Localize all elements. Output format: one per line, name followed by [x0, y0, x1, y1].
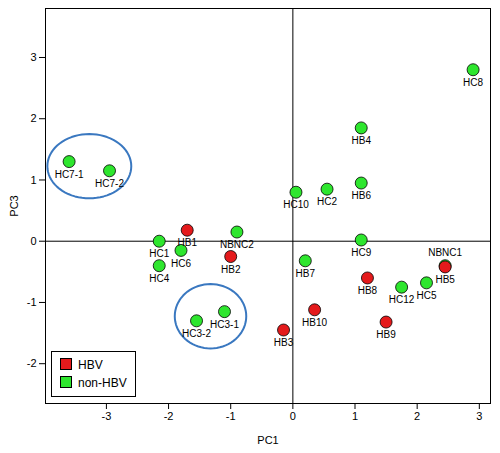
svg-text:HC4: HC4: [149, 273, 169, 284]
svg-text:HB8: HB8: [358, 285, 378, 296]
svg-text:HC3-2: HC3-2: [182, 328, 211, 339]
svg-text:1: 1: [352, 410, 358, 422]
svg-text:HC7-2: HC7-2: [95, 178, 124, 189]
svg-text:3: 3: [476, 410, 482, 422]
svg-text:PC1: PC1: [257, 434, 278, 446]
svg-text:1: 1: [30, 173, 36, 185]
svg-text:HB5: HB5: [435, 274, 455, 285]
svg-text:-2: -2: [27, 357, 37, 369]
svg-text:NBNC2: NBNC2: [220, 239, 254, 250]
svg-text:HC8: HC8: [463, 77, 483, 88]
svg-text:-1: -1: [226, 410, 236, 422]
svg-text:HC6: HC6: [171, 258, 191, 269]
svg-text:HB10: HB10: [302, 317, 327, 328]
svg-text:HC2: HC2: [317, 196, 337, 207]
svg-text:NBNC1: NBNC1: [428, 247, 462, 258]
svg-text:2: 2: [414, 410, 420, 422]
svg-text:HB9: HB9: [376, 329, 396, 340]
svg-text:HC3-1: HC3-1: [210, 319, 239, 330]
html-text:non-HBV: non-HBV: [78, 376, 127, 390]
svg-text:-3: -3: [102, 410, 112, 422]
svg-text:HB7: HB7: [296, 268, 316, 279]
svg-text:HC7-1: HC7-1: [55, 169, 84, 180]
svg-text:PC3: PC3: [8, 195, 20, 216]
svg-text:0: 0: [30, 235, 36, 247]
svg-text:HB3: HB3: [274, 337, 294, 348]
svg-text:3: 3: [30, 51, 36, 63]
svg-text:HC1: HC1: [149, 248, 169, 259]
svg-text:HB2: HB2: [221, 264, 241, 275]
svg-text:HC12: HC12: [389, 294, 415, 305]
svg-text:HC9: HC9: [351, 247, 371, 258]
svg-text:HB6: HB6: [351, 190, 371, 201]
svg-text:0: 0: [290, 410, 296, 422]
svg-text:HC5: HC5: [416, 290, 436, 301]
svg-text:HB1: HB1: [177, 237, 197, 248]
svg-text:-2: -2: [164, 410, 174, 422]
html-text:HBV: HBV: [78, 358, 103, 372]
svg-text:HC10: HC10: [283, 199, 309, 210]
svg-text:HB4: HB4: [351, 135, 371, 146]
svg-text:2: 2: [30, 112, 36, 124]
svg-text:-1: -1: [27, 296, 37, 308]
